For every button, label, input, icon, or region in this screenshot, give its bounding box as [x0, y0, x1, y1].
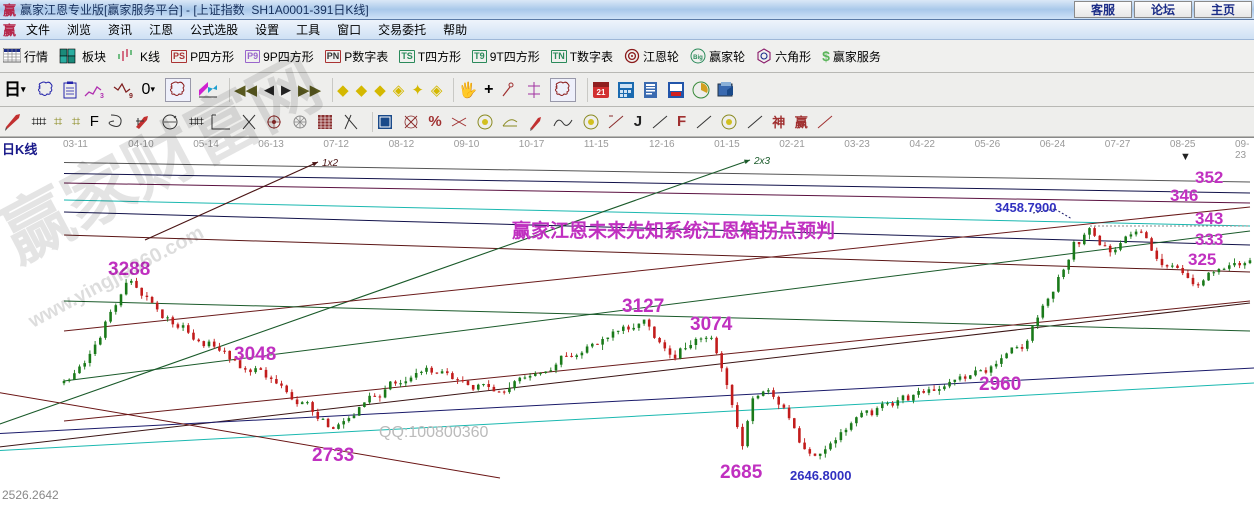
svg-text:21: 21	[597, 88, 606, 97]
svg-text:9: 9	[129, 93, 133, 99]
svg-text:3: 3	[100, 93, 104, 99]
svg-text:1x2: 1x2	[322, 158, 339, 169]
svg-text:2x3: 2x3	[753, 156, 771, 167]
svg-text:Big: Big	[693, 55, 703, 61]
